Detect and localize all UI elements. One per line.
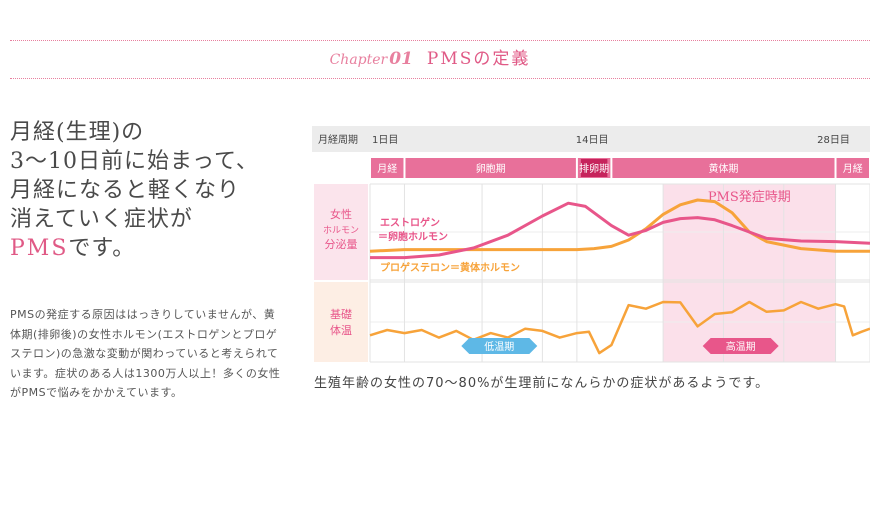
progesterone-label: プロゲステロン＝黄体ホルモン [380,261,520,274]
ovulation-highlight [580,159,608,177]
headline: 月経(生理)の 3～10日前に始まって、 月経になると軽くなり 消えていく症状が… [10,118,300,263]
chapter-word: Chapter [329,52,388,68]
pms-period-band [663,184,836,362]
basal-temperature-line [369,300,870,355]
phase-segment [836,158,869,178]
high-temperature-label: 高温期 [726,340,756,353]
cycle-header-label: 月経周期 [318,133,358,146]
day-tick-label: 1日目 [372,135,398,146]
body-text: PMSの発症する原因ははっきりしていませんが、黄体期(排卵後)の女性ホルモン(エ… [10,308,281,399]
phase-label: 月経 [843,162,863,175]
phase-label: 黄体期 [708,162,738,175]
headline-line: 月経になると軽くなり [10,178,241,203]
estrogen-line [370,201,870,260]
phase-segment [405,158,576,178]
phase-segment [371,158,404,178]
day-tick-label: 28日目 [817,135,850,146]
day-tick-label: 14日目 [576,135,609,146]
chapter-title: PMSの定義 [426,49,531,69]
headline-line-last: PMSです。 [10,234,300,263]
temperature-panel-label: 体温 [330,323,352,337]
chart-caption: 生殖年齢の女性の70～80%が生理前になんらかの症状があるようです。 [314,376,770,391]
estrogen-sublabel: ＝卵胞ホルモン [378,230,448,243]
headline-desu: です。 [68,236,136,261]
hormone-panel-label: 分泌量 [325,238,358,251]
temperature-label-panel [314,282,368,362]
hormone-panel-label: 女性 [330,207,352,221]
phase-label: 月経 [377,162,397,175]
phase-label: 排卵期 [579,162,609,175]
chapter-heading: Chapter 01 PMSの定義 [0,44,860,75]
hormone-panel-label: ホルモン [323,225,359,236]
hormone-label-panel [314,184,368,280]
low-temperature-label: 低温期 [484,340,514,353]
pms-period-label: PMS発症時期 [708,190,791,205]
headline-line: 3～10日前に始まって、 [10,149,259,174]
headline-line: 月経(生理)の [10,120,145,145]
cycle-header-bar [312,126,870,152]
estrogen-label: エストロゲン [380,216,440,229]
high-temperature-badge [702,338,779,354]
top-dotted-rule [10,40,870,41]
phase-segment [612,158,835,178]
headline-line: 消えていく症状が [10,207,193,232]
temperature-panel-label: 基礎 [330,308,352,321]
headline-pms: PMS [10,236,69,261]
phase-label: 卵胞期 [476,163,506,175]
bottom-dotted-rule [10,78,870,79]
low-temperature-badge [461,338,538,354]
chapter-number: 01 [389,49,413,69]
